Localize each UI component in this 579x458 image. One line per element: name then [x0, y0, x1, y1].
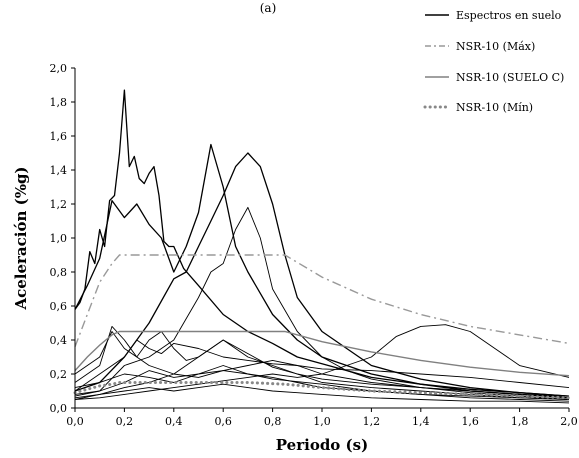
y-tick-label: 0,0 — [50, 402, 68, 415]
y-tick-label: 1,2 — [50, 198, 68, 211]
y-tick-label: 1,8 — [50, 96, 68, 109]
x-tick-labels: 0,0 0,2 0,4 0,6 0,8 1,0 1,2 1,4 1,6 1,8 2,0 — [66, 408, 578, 428]
ground-spectrum-line — [74, 89, 570, 397]
y-tick-label: 0,2 — [50, 368, 68, 381]
ground-spectrum-line — [74, 152, 570, 397]
x-tick-label: 0,4 — [165, 415, 183, 428]
y-tick-label: 2,0 — [50, 62, 68, 75]
design-spectrum-line — [74, 254, 570, 348]
ground-spectrum-line — [74, 359, 570, 397]
legend-label: NSR-10 (Máx) — [456, 40, 535, 53]
x-tick-label: 1,0 — [313, 415, 331, 428]
ground-spectrum-line — [74, 339, 570, 392]
ground-spectrum-line — [74, 325, 570, 402]
y-tick-label: 1,6 — [50, 130, 68, 143]
chart-title: (a) — [260, 1, 277, 15]
x-tick-label: 1,6 — [461, 415, 479, 428]
y-tick-label: 1,0 — [50, 232, 68, 245]
x-tick-label: 0,6 — [214, 415, 232, 428]
ground-spectrum-line — [74, 324, 570, 400]
design-spectrum-line — [74, 330, 570, 377]
x-tick-label: 1,8 — [511, 415, 529, 428]
y-tick-label: 0,4 — [50, 334, 68, 347]
y-tick-label: 1,4 — [50, 164, 68, 177]
ground-spectrum-line — [74, 143, 570, 399]
x-tick-label: 0,0 — [66, 415, 84, 428]
x-tick-label: 0,2 — [116, 415, 134, 428]
y-tick-label: 0,8 — [50, 266, 68, 279]
y-tick-label: 0,6 — [50, 300, 68, 313]
ground-spectrum-line — [74, 383, 570, 404]
legend-label: Espectros en suelo — [456, 9, 562, 22]
y-axis-title: Aceleración (%g) — [12, 166, 30, 310]
x-tick-label: 1,4 — [412, 415, 430, 428]
y-tick-labels: 0,0 0,2 0,4 0,6 0,8 1,0 1,2 1,4 1,6 1,8 2,0 — [50, 62, 75, 415]
design-spectrum-line — [73, 381, 571, 400]
x-tick-label: 2,0 — [560, 415, 578, 428]
x-tick-label: 0,8 — [264, 415, 282, 428]
ground-spectrum-line — [74, 206, 570, 400]
ground-spectrum-line — [74, 365, 570, 400]
legend-label: NSR-10 (Mín) — [456, 101, 533, 114]
plot-area — [73, 89, 571, 404]
x-tick-label: 1,2 — [363, 415, 381, 428]
legend-label: NSR-10 (SUELO C) — [456, 71, 564, 84]
x-axis-title: Periodo (s) — [276, 436, 368, 454]
legend: Espectros en suelo NSR-10 (Máx) NSR-10 (SU… — [423, 9, 564, 114]
ground-spectrum-line — [74, 339, 570, 400]
